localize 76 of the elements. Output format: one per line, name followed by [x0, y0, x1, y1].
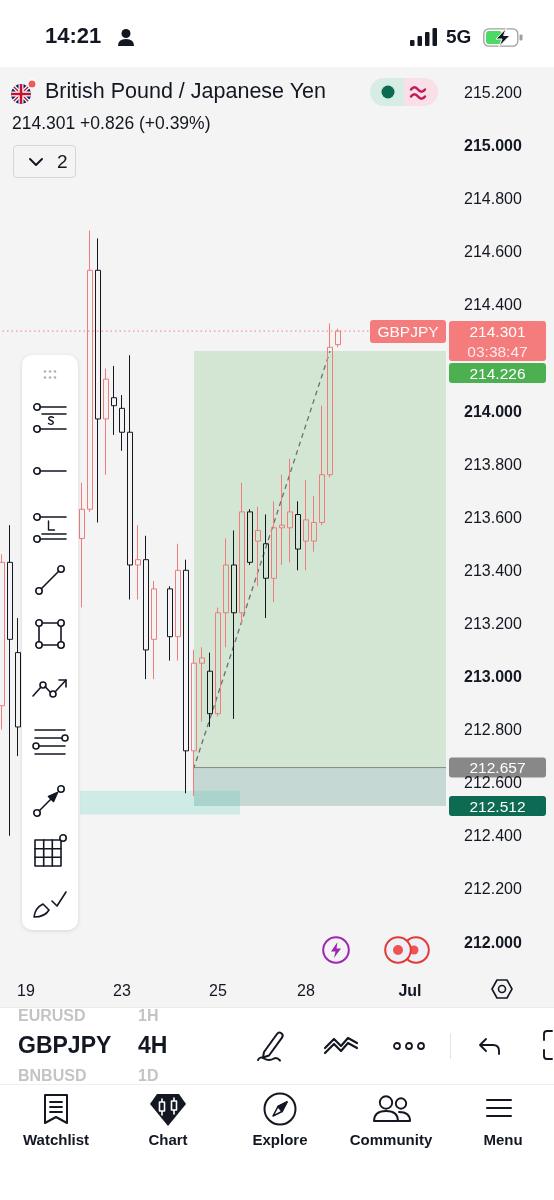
candlestick: [95, 237, 101, 524]
candlestick: [255, 506, 261, 587]
candlestick: [103, 368, 109, 476]
text: 1D: [138, 1067, 159, 1084]
candlestick: [15, 617, 21, 757]
candlestick: [247, 508, 253, 566]
candlestick: [287, 458, 293, 563]
x-tick-label: 25: [209, 981, 227, 999]
y-tick-label: 213.400: [464, 561, 522, 579]
y-tick-label: 212.800: [464, 721, 522, 739]
candlestick: [0, 553, 5, 731]
candlestick: [303, 479, 309, 571]
y-tick-label: 215.000: [464, 137, 522, 154]
candlestick: [167, 585, 173, 662]
candlestick: [191, 649, 197, 797]
text: BNBUSD: [18, 1067, 87, 1084]
x-tick-label: 23: [113, 981, 131, 999]
candlestick: [311, 495, 317, 553]
y-tick-label: 213.600: [464, 508, 522, 526]
y-tick-label: 214.000: [464, 402, 522, 420]
candlestick: [79, 482, 85, 608]
text: Chart: [148, 1131, 188, 1148]
y-tick-label: 213.000: [464, 668, 522, 685]
text: 4H: [138, 1032, 168, 1058]
y-tick-label: 214.800: [464, 190, 522, 208]
x-tick-label: Jul: [398, 981, 422, 999]
candlestick: [175, 543, 181, 662]
text: EURUSD: [18, 1007, 86, 1024]
text: Explore: [252, 1131, 308, 1148]
text: 5G: [446, 26, 472, 47]
x-tick-label: 28: [297, 981, 315, 999]
y-tick-label: 213.800: [464, 455, 522, 473]
candlestick: [263, 514, 269, 619]
candlestick: [207, 652, 213, 728]
candlestick: [119, 394, 125, 452]
text: Menu: [483, 1131, 523, 1148]
candlestick: [223, 537, 229, 648]
text: GBPJPY: [18, 1032, 112, 1058]
ref-line-label: 212.657: [469, 759, 526, 777]
candlestick: [135, 524, 141, 601]
band-label: 214.226: [469, 364, 526, 382]
candlestick: [215, 606, 221, 717]
candlestick: [199, 646, 205, 723]
y-tick-label: 213.200: [464, 614, 522, 632]
text: Watchlist: [22, 1131, 90, 1148]
y-tick-label: 212.600: [464, 774, 522, 792]
candlestick: [183, 559, 189, 794]
y-tick-label: 214.600: [464, 243, 522, 261]
candlestick: [231, 529, 237, 720]
candlestick: [319, 405, 325, 526]
text: Community: [349, 1131, 433, 1148]
y-tick-label: 212.400: [464, 827, 522, 845]
text: 14:21: [45, 23, 102, 48]
candlestick: [7, 524, 13, 837]
dropdown-button: 2: [13, 145, 76, 178]
candlestick: [271, 500, 277, 603]
candlestick: [239, 482, 245, 624]
y-tick-label: 212.000: [464, 933, 522, 951]
candlestick: [279, 474, 285, 566]
y-tick-label: 212.200: [464, 880, 522, 898]
candlestick: [151, 580, 157, 680]
y-tick-label: 214.400: [464, 296, 522, 314]
chart-title: British Pound / Japanese Yen: [45, 79, 326, 103]
ref-line-label: 214.301: [469, 322, 526, 340]
candlestick: [127, 354, 133, 601]
annotation: 2: [57, 151, 68, 172]
text: 1H: [138, 1007, 159, 1024]
candlestick: [143, 535, 149, 680]
x-tick-label: 19: [17, 981, 35, 999]
text: 03:38:47: [467, 342, 528, 360]
text: 214.301 +0.826 (+0.39%): [12, 113, 211, 133]
band-label: 212.512: [469, 797, 526, 815]
candlestick: [295, 500, 301, 571]
annotation: GBPJPY: [377, 323, 439, 341]
candlestick: [111, 365, 117, 436]
y-tick-label: 215.200: [464, 83, 522, 101]
